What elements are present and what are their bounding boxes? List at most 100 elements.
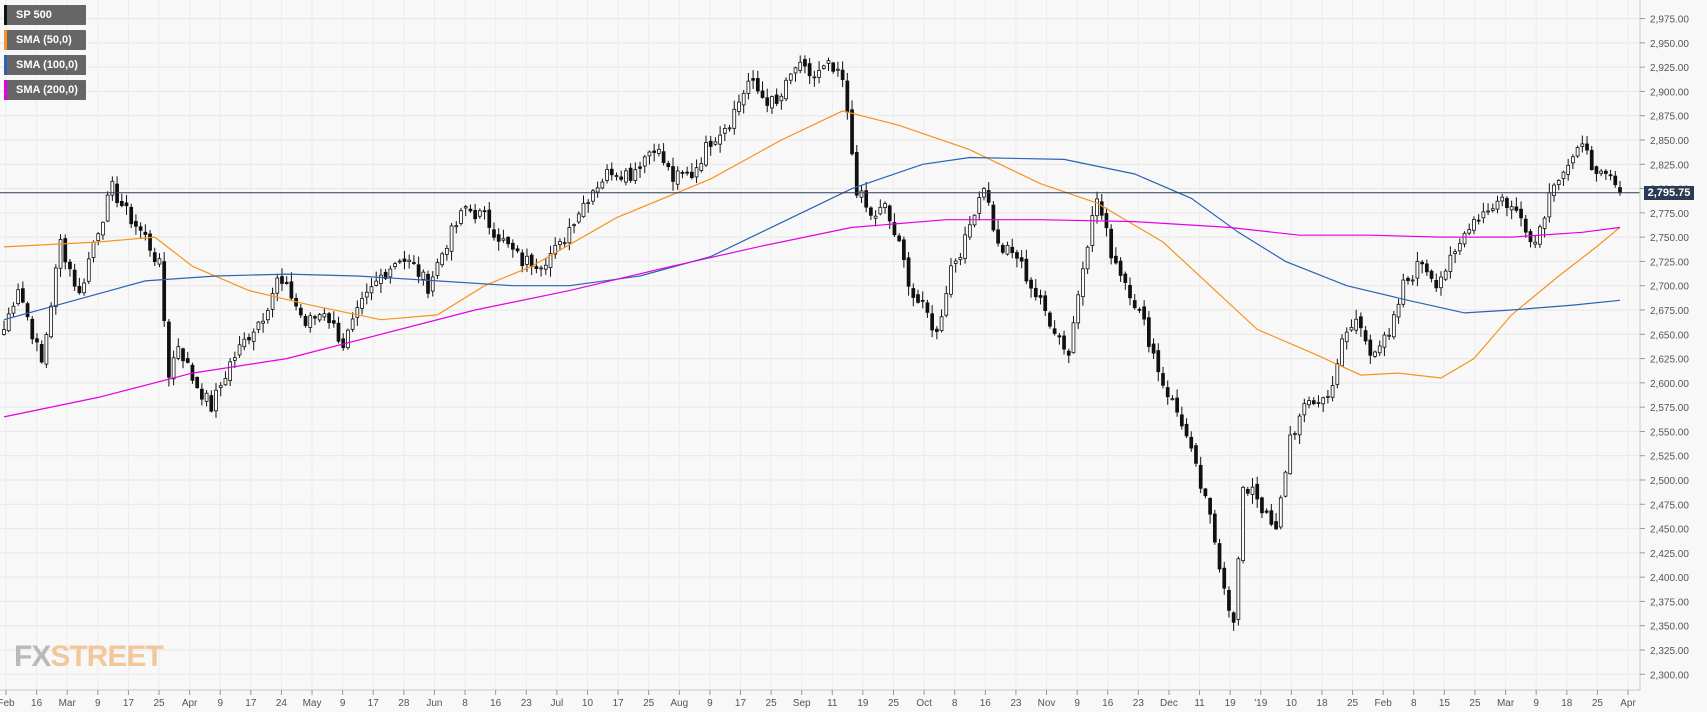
candle-body — [1000, 245, 1005, 253]
candle-body — [379, 274, 383, 284]
legend-item-sma100[interactable]: SMA (100,0) — [4, 55, 86, 75]
candle-body — [195, 376, 200, 389]
candle — [251, 328, 256, 351]
candle-body — [628, 167, 633, 181]
candle — [473, 203, 477, 224]
candle — [256, 321, 261, 334]
candle-body — [1194, 445, 1198, 464]
candle-body — [16, 289, 20, 305]
candle-body — [520, 252, 525, 267]
candle — [963, 226, 967, 264]
candle-body — [680, 172, 685, 174]
sma-lines-group — [3, 110, 1621, 418]
candle — [1486, 203, 1490, 215]
candle — [1118, 257, 1123, 282]
candle — [553, 237, 558, 259]
candle — [718, 126, 722, 153]
candle-body — [576, 213, 581, 223]
candle-body — [1505, 198, 1509, 208]
candle — [440, 251, 445, 268]
candle — [576, 211, 581, 224]
candle — [209, 390, 214, 413]
candle — [482, 206, 487, 220]
candle — [346, 328, 350, 350]
candle — [492, 222, 496, 241]
x-tick-label: 17 — [613, 698, 625, 709]
candle — [152, 247, 157, 266]
candle-body — [82, 282, 86, 294]
legend-item-sma50[interactable]: SMA (50,0) — [4, 30, 86, 50]
candle-body — [1457, 243, 1462, 252]
y-tick-label: 2,650.00 — [1650, 330, 1689, 341]
legend-item-sma200[interactable]: SMA (200,0) — [4, 80, 86, 100]
candle-body — [308, 315, 313, 328]
candle-body — [1599, 170, 1604, 174]
candle-body — [694, 167, 699, 178]
candle — [449, 222, 454, 261]
candle-body — [275, 277, 280, 294]
candle — [1255, 476, 1260, 508]
candle — [1561, 170, 1566, 186]
candle-body — [1052, 328, 1057, 334]
candle — [11, 302, 16, 317]
candle — [713, 137, 718, 146]
x-tick-label: 11 — [1194, 698, 1205, 709]
candle — [181, 347, 185, 369]
candle — [1439, 271, 1443, 296]
candle-body — [2, 329, 6, 335]
candle-body — [181, 348, 185, 362]
candle — [124, 194, 129, 215]
legend-item-sp500[interactable]: SP 500 — [4, 5, 86, 25]
candle — [393, 261, 397, 270]
candle-body — [440, 253, 445, 266]
candle — [1429, 269, 1434, 283]
candle — [722, 124, 727, 142]
candle — [1222, 561, 1227, 595]
candle-body — [185, 358, 190, 363]
candle-body — [934, 328, 939, 332]
candle — [887, 204, 892, 230]
candle — [157, 253, 162, 268]
candle-body — [1288, 434, 1293, 475]
y-tick-label: 2,450.00 — [1650, 525, 1689, 536]
candle — [694, 159, 699, 184]
candle — [614, 172, 619, 181]
candle-body — [812, 76, 817, 79]
candle-body — [605, 169, 609, 181]
candle-body — [270, 293, 275, 310]
x-tick-label: '19 — [1254, 698, 1267, 709]
candle-body — [1415, 261, 1420, 279]
candle-body — [657, 148, 661, 154]
candle — [1142, 300, 1147, 326]
candle — [1382, 331, 1387, 357]
candle-body — [1321, 397, 1326, 405]
candle — [539, 265, 543, 277]
candle — [402, 250, 407, 270]
candle — [680, 170, 685, 179]
candle-body — [459, 210, 463, 224]
candle-body — [1043, 295, 1048, 311]
x-tick-label: Feb — [1375, 698, 1393, 709]
candle — [1099, 194, 1104, 220]
candle — [2, 320, 6, 336]
candle-body — [200, 388, 204, 400]
x-tick-label: 16 — [31, 698, 43, 709]
candle-body — [525, 255, 529, 265]
y-tick-label: 2,975.00 — [1650, 15, 1689, 26]
candle — [369, 278, 374, 301]
candle — [1604, 168, 1608, 180]
legend-label: SMA (200,0) — [16, 84, 78, 96]
candle — [1495, 195, 1500, 214]
gridlines — [0, 0, 1640, 690]
candle-body — [1109, 228, 1114, 259]
candle — [35, 333, 39, 352]
candle-body — [939, 316, 944, 331]
candle — [1302, 398, 1307, 423]
candle-body — [760, 90, 765, 98]
sma-line — [3, 156, 1621, 321]
candle-body — [821, 65, 826, 69]
candle — [487, 202, 492, 235]
candle — [185, 351, 190, 364]
candle-body — [1439, 276, 1443, 289]
candle-body — [911, 288, 916, 298]
